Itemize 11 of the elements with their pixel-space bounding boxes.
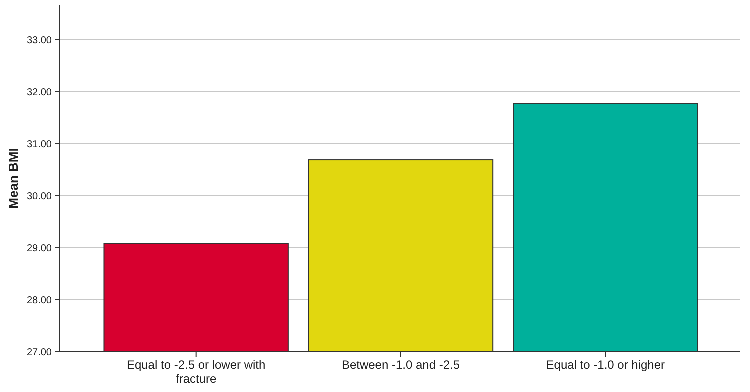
y-tick-label: 28.00 bbox=[26, 295, 52, 306]
y-tick-label: 27.00 bbox=[26, 348, 52, 358]
x-tick-label: Equal to -1.0 or higher bbox=[546, 358, 666, 372]
y-tick-label: 33.00 bbox=[26, 35, 52, 46]
y-axis-title: Mean BMI bbox=[6, 148, 21, 209]
y-tick-label: 29.00 bbox=[26, 243, 52, 254]
y-tick-label: 32.00 bbox=[26, 87, 52, 98]
y-tick-label: 30.00 bbox=[26, 191, 52, 202]
x-tick-label: Equal to -2.5 or lower with fracture bbox=[126, 358, 266, 386]
y-tick-label: 31.00 bbox=[26, 139, 52, 150]
x-tick-label: Between -1.0 and -2.5 bbox=[342, 358, 460, 372]
